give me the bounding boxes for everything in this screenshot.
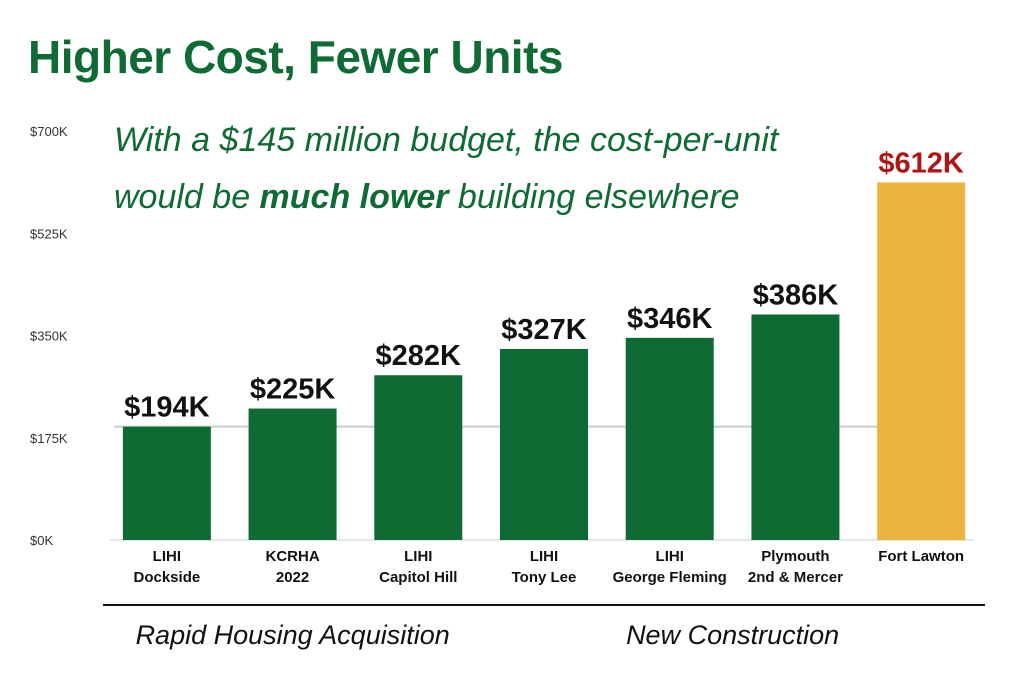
data-label: $225K (250, 374, 336, 406)
category-label: LIHI (404, 548, 432, 565)
y-tick-label: $350K (30, 329, 68, 344)
bar (500, 348, 588, 540)
data-label: $346K (627, 303, 713, 335)
category-label: Capitol Hill (379, 569, 457, 586)
category-label: George Fleming (613, 569, 727, 586)
chart-subtitle: With a $145 million budget, the cost-per… (114, 112, 794, 226)
bar (625, 337, 714, 540)
y-tick-label: $0K (30, 533, 53, 548)
category-label: LIHI (153, 548, 181, 565)
category-label: 2nd & Mercer (748, 569, 843, 586)
bars (122, 182, 966, 540)
category-label: Fort Lawton (878, 548, 964, 565)
bar (122, 426, 211, 540)
group-label: New Construction (626, 620, 840, 650)
data-label: $612K (878, 147, 964, 179)
category-label: LIHI (656, 548, 684, 565)
data-label: $327K (501, 314, 587, 346)
data-labels: $194K $225K $282K $327K $346K $386K $612K (124, 147, 964, 423)
bar (374, 375, 463, 540)
y-tick-label: $700K (30, 124, 68, 139)
category-label: Tony Lee (512, 569, 577, 586)
category-label: KCRHA (265, 548, 319, 565)
category-label: LIHI (530, 548, 558, 565)
y-axis: $0K $175K $350K $525K $700K (30, 124, 68, 548)
y-tick-label: $525K (30, 226, 68, 241)
subtitle-text-end: building elsewhere (448, 178, 740, 216)
chart-title: Higher Cost, Fewer Units (28, 31, 563, 83)
category-label: Dockside (134, 569, 201, 586)
bar (751, 314, 840, 540)
group-rule (102, 604, 483, 606)
group-label: Rapid Housing Acquisition (135, 620, 450, 650)
y-tick-label: $175K (30, 431, 68, 446)
category-label: 2022 (276, 569, 309, 586)
group-rule (480, 604, 986, 606)
data-label: $282K (376, 340, 462, 372)
bar (248, 408, 337, 540)
subtitle-emphasis: much lower (259, 178, 449, 216)
subtitle-text-start: With a $145 million budget, the cost-per… (114, 121, 779, 216)
category-label: Plymouth (761, 548, 829, 565)
x-axis-categories: LIHI Dockside KCRHA 2022 LIHI Capitol Hill LIH… (134, 548, 965, 586)
data-label: $194K (124, 392, 210, 424)
data-label: $386K (753, 279, 839, 311)
bar (877, 182, 966, 540)
